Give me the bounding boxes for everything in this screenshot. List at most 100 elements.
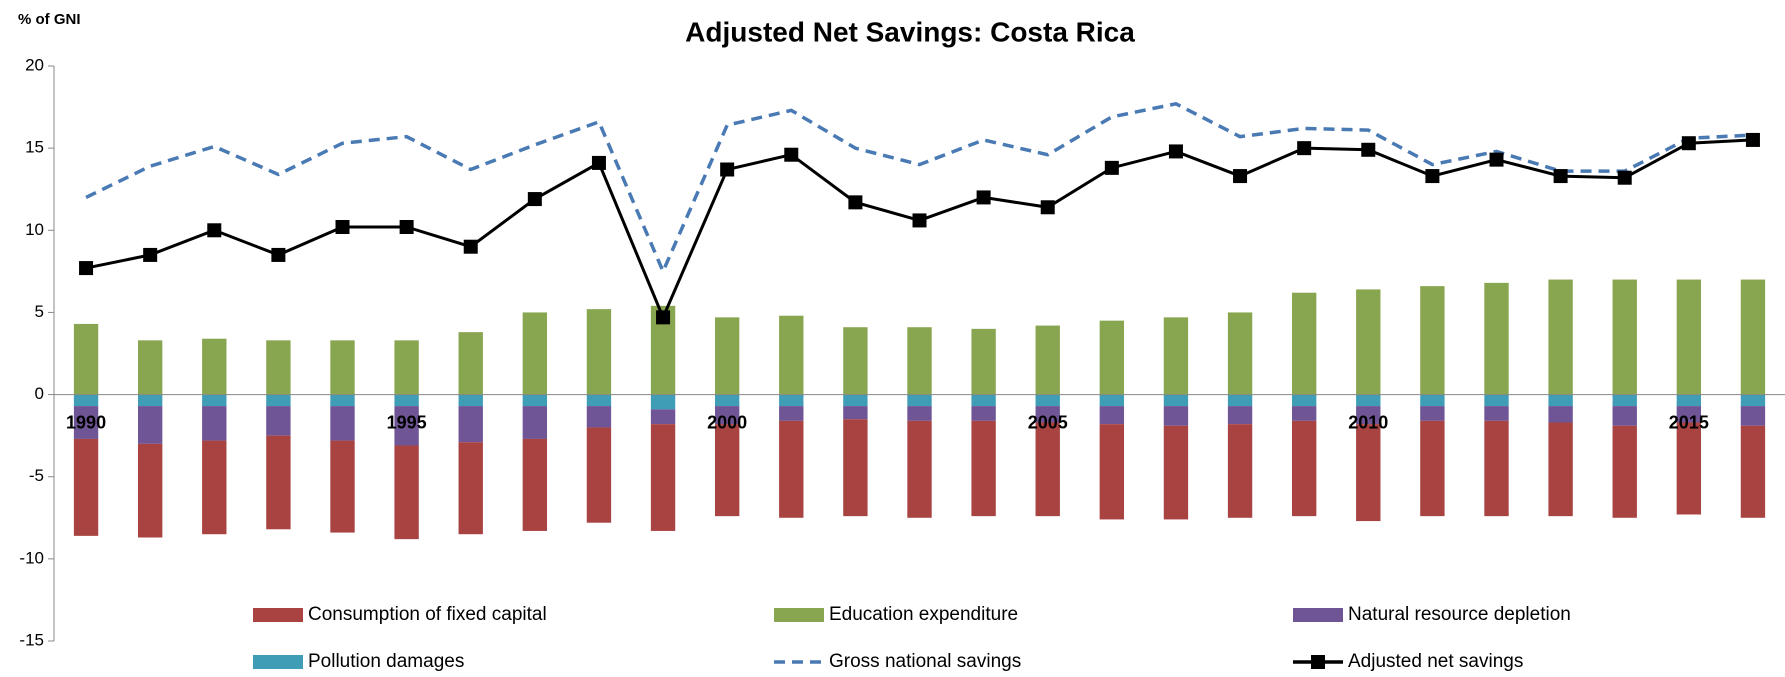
- bar: [907, 420, 932, 518]
- x-tick-label: 2005: [1028, 412, 1068, 432]
- legend-label: Natural resource depletion: [1348, 604, 1571, 625]
- y-tick-label: 0: [35, 384, 44, 403]
- bar: [586, 406, 612, 428]
- legend-label: Adjusted net savings: [1348, 651, 1523, 672]
- bar: [1548, 406, 1573, 423]
- marker: [1425, 169, 1440, 184]
- bar: [202, 394, 227, 407]
- marker: [1233, 169, 1248, 184]
- marker: [1168, 144, 1183, 159]
- bar: [202, 338, 227, 395]
- bar: [394, 445, 419, 540]
- bar: [1612, 279, 1637, 395]
- bar: [1676, 422, 1702, 515]
- bar: [73, 323, 99, 395]
- marker: [527, 192, 542, 207]
- x-tick-label: 1995: [387, 412, 427, 432]
- bar: [714, 317, 740, 395]
- marker: [1040, 200, 1055, 215]
- marker: [1553, 169, 1568, 184]
- marker: [463, 239, 478, 254]
- bar: [1484, 282, 1509, 395]
- bar: [971, 406, 996, 421]
- bar: [266, 394, 291, 407]
- bar: [330, 340, 355, 395]
- x-tick-label: 1990: [66, 412, 106, 432]
- y-tick-label: 10: [25, 220, 44, 239]
- y-tick-label: 20: [25, 55, 44, 74]
- bar: [522, 394, 548, 407]
- bar: [907, 394, 932, 407]
- marker: [207, 223, 222, 238]
- bar: [1484, 394, 1509, 407]
- bar: [1356, 289, 1381, 395]
- bar: [266, 435, 291, 530]
- bar: [522, 406, 548, 439]
- bar: [458, 442, 483, 535]
- bar: [522, 438, 548, 531]
- bar: [650, 409, 676, 425]
- marker: [784, 147, 799, 162]
- marker: [1489, 152, 1504, 167]
- marker: [79, 261, 94, 276]
- marker: [976, 190, 991, 205]
- bar: [779, 406, 804, 421]
- marker: [335, 220, 350, 234]
- bar: [1420, 286, 1445, 395]
- legend-swatch: [1293, 608, 1343, 622]
- bar: [137, 340, 163, 395]
- marker: [848, 195, 863, 210]
- bar: [779, 420, 804, 518]
- bar: [1099, 394, 1125, 407]
- bar: [1356, 424, 1381, 522]
- bar: [458, 394, 483, 407]
- x-tick-label: 2010: [1348, 412, 1388, 432]
- bar: [1227, 406, 1253, 425]
- bar: [1035, 394, 1060, 407]
- bar: [202, 406, 227, 441]
- bar: [1035, 325, 1060, 395]
- bar: [650, 424, 676, 531]
- bar: [907, 327, 932, 395]
- bar: [137, 406, 163, 444]
- bar: [586, 309, 612, 395]
- bar: [394, 394, 419, 407]
- bar: [1291, 292, 1317, 395]
- bar: [522, 312, 548, 395]
- marker: [591, 155, 606, 170]
- chart-title: Adjusted Net Savings: Costa Rica: [685, 16, 1135, 47]
- bar: [73, 438, 99, 536]
- bar: [330, 394, 355, 407]
- bar: [1420, 406, 1445, 421]
- legend-label: Education expenditure: [829, 604, 1018, 625]
- bar: [1227, 312, 1253, 395]
- bar: [779, 394, 804, 407]
- bar: [458, 332, 483, 395]
- bar: [137, 443, 163, 538]
- bar: [1612, 425, 1637, 518]
- legend-swatch: [774, 608, 824, 622]
- bar: [1163, 406, 1189, 426]
- bar: [1035, 406, 1060, 423]
- marker: [912, 213, 927, 228]
- bar: [779, 315, 804, 395]
- line: [85, 101, 1754, 276]
- bar: [458, 406, 483, 443]
- bar: [394, 340, 419, 395]
- bar: [1163, 394, 1189, 407]
- bar: [714, 406, 740, 425]
- marker: [1297, 141, 1312, 156]
- bar: [1356, 406, 1381, 425]
- bar: [202, 440, 227, 535]
- bar: [650, 394, 676, 410]
- bar: [714, 394, 740, 407]
- legend-label: Consumption of fixed capital: [308, 604, 547, 625]
- legend-label: Pollution damages: [308, 651, 464, 672]
- bar: [1035, 422, 1060, 517]
- bar: [714, 424, 740, 517]
- bar: [1484, 406, 1509, 421]
- bar: [1163, 317, 1189, 395]
- bar: [1548, 422, 1573, 517]
- bar: [907, 406, 932, 421]
